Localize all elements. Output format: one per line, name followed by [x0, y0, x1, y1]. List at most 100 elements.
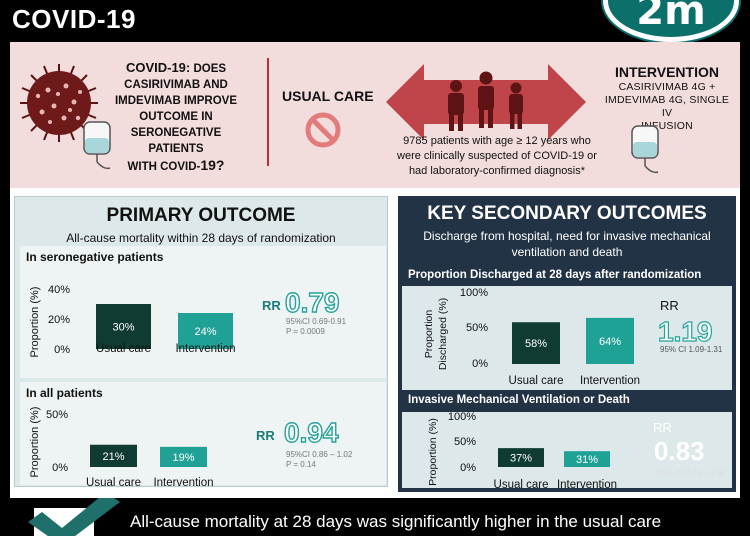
bar-usual-care — [90, 444, 137, 467]
ci-text: 95%CI 0.86 – 1.02 — [286, 450, 353, 459]
intervention-line-2: IMDEVIMAB 4G, SINGLE IV — [604, 94, 730, 119]
question-line-6: WITH COVID- — [127, 161, 201, 173]
intervention-line-3: INFUSION — [641, 120, 693, 132]
virus-icon — [20, 64, 98, 142]
x-category-label: Intervention — [175, 343, 235, 355]
intervention-description: CASIRIVIMAB 4G + IMDEVIMAB 4G, SINGLE IV… — [602, 81, 732, 133]
question-line-1: DOES — [190, 63, 227, 75]
bar-value-label: 21% — [102, 451, 124, 463]
seronegative-title: In seronegative patients — [26, 250, 164, 264]
question-line-4: OUTCOME IN — [139, 111, 213, 123]
discharge-title: Proportion Discharged at 28 days after r… — [408, 269, 702, 281]
secondary-subtitle-line-1: Discharge from hospital, need for invasi… — [423, 229, 711, 243]
p-value: P = 0.0009 — [286, 327, 325, 336]
divider — [267, 58, 269, 166]
bar-value-label: 19% — [172, 452, 194, 464]
question-line-2: CASIRIVIMAB AND — [124, 79, 228, 91]
iv-bag-icon — [631, 125, 659, 174]
ci-text: 95% CI 0.75 – 0.92 — [657, 469, 726, 478]
imv-chart: Proportion (%) 100% 50% 0% 37% Usual care… — [427, 411, 726, 491]
y-tick-label: 0% — [472, 358, 488, 370]
ci-text: 95% CI 1.09-1.31 — [660, 345, 723, 354]
y-axis-label: Proportion (%) — [427, 418, 439, 486]
bar-value-label: 31% — [576, 454, 598, 466]
iv-bag-icon — [83, 121, 111, 170]
bar-value-label: 24% — [194, 326, 216, 338]
x-category-label: Usual care — [509, 375, 564, 387]
rr-value: 0.83 — [654, 436, 705, 466]
no-treatment-icon — [305, 112, 341, 148]
checkmark-icon — [28, 498, 120, 536]
ci-text: 95%CI 0.69-0.91 — [286, 317, 347, 326]
question-line-6-num: 19? — [200, 157, 225, 173]
rr-value: 1.19 — [658, 316, 713, 347]
primary-outcome-title: PRIMARY OUTCOME — [106, 205, 296, 226]
p-value: P = 0.14 — [286, 460, 316, 469]
study-question: COVID-19: DOES CASIRIVIMAB AND IMDEVIMAB… — [106, 60, 246, 175]
y-axis-label: Proportion — [423, 310, 435, 359]
primary-outcome-subtitle: All-cause mortality within 28 days of ra… — [66, 231, 336, 245]
frame-left — [0, 42, 10, 536]
page-title: COVID-19 — [12, 4, 136, 34]
question-line-5: SERONEGATIVE PATIENTS — [130, 127, 222, 155]
bar-usual-care — [498, 448, 544, 467]
discharge-section — [402, 266, 732, 390]
frame-right — [740, 42, 750, 536]
y-axis-label: Proportion (%) — [29, 407, 41, 478]
discharge-header — [402, 266, 732, 286]
question-line-3: IMDEVIMAB IMPROVE — [114, 95, 238, 107]
conclusion-banner — [10, 498, 740, 536]
y-tick-label: 20% — [48, 314, 70, 326]
rr-label: RR — [256, 428, 275, 443]
y-tick-label: 0% — [460, 462, 476, 474]
bar-value-label: 30% — [112, 322, 134, 334]
logo-text: 2m — [636, 0, 706, 34]
population-line-2: were clinically suspected of COVID-19 or — [397, 150, 597, 162]
conclusion-text: All-cause mortality at 28 days was signi… — [130, 512, 662, 531]
x-category-label: Usual care — [494, 479, 549, 491]
band-separator — [10, 188, 740, 194]
usual-care-label: USUAL CARE — [282, 88, 374, 104]
discharge-chart: Proportion Discharged (%) 100% 50% 0% 58… — [423, 287, 723, 387]
imv-section — [402, 412, 732, 488]
imv-title: Invasive Mechanical Ventilation or Death — [408, 394, 630, 406]
seronegative-chart: Proportion (%) 40% 20% 0% 30% Usual care 2… — [29, 284, 347, 358]
bar-intervention — [586, 317, 634, 364]
y-tick-label: 50% — [46, 409, 68, 421]
intervention-line-1: CASIRIVIMAB 4G + — [618, 81, 716, 93]
intervention-title: INTERVENTION — [615, 64, 719, 80]
y-tick-label: 100% — [460, 287, 488, 299]
bar-value-label: 64% — [599, 336, 621, 348]
all-patients-title: In all patients — [26, 386, 103, 400]
imv-header — [402, 392, 732, 412]
secondary-outcomes-title: KEY SECONDARY OUTCOMES — [427, 203, 707, 224]
all-patients-section — [20, 382, 386, 485]
y-tick-label: 0% — [52, 462, 68, 474]
y-tick-label: 40% — [48, 284, 70, 296]
all-patients-chart: Proportion (%) 50% 0% 21% Usual care 19% In… — [29, 407, 353, 489]
x-category-label: Intervention — [557, 479, 617, 491]
secondary-outcomes-subtitle: Discharge from hospital, need for invasi… — [408, 228, 726, 260]
study-summary-band — [10, 42, 740, 188]
y-tick-label: 100% — [448, 411, 476, 423]
bar-intervention — [178, 313, 233, 349]
y-tick-label: 50% — [466, 322, 488, 334]
rr-value: 0.79 — [285, 287, 340, 318]
population-text: 9785 patients with age ≥ 12 years who we… — [380, 134, 614, 179]
bar-usual-care — [96, 304, 151, 349]
y-tick-label: 50% — [454, 436, 476, 448]
y-axis-label: Proportion (%) — [29, 287, 41, 358]
y-tick-label: 0% — [54, 344, 70, 356]
bar-usual-care — [512, 322, 560, 364]
bar-intervention — [160, 446, 207, 467]
question-lead: COVID-19: — [125, 60, 191, 75]
double-arrow-icon — [386, 64, 586, 140]
x-category-label: Usual care — [96, 343, 151, 355]
rr-label: RR — [262, 298, 281, 313]
y-axis-label: Discharged (%) — [437, 298, 449, 370]
x-category-label: Usual care — [86, 477, 141, 489]
seronegative-section — [20, 246, 386, 378]
x-category-label: Intervention — [153, 477, 213, 489]
rr-label: RR — [660, 298, 679, 313]
rr-value: 0.94 — [284, 417, 339, 448]
